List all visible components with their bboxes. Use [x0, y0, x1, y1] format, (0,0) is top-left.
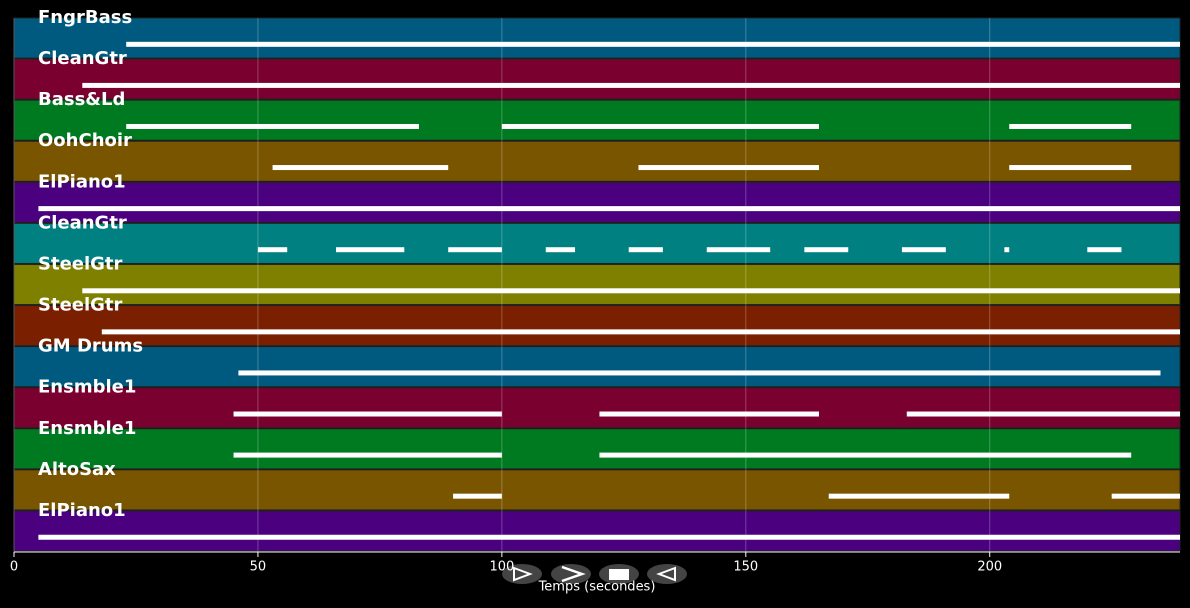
note-span: [901, 247, 946, 253]
track-lane: [13, 428, 1181, 470]
track-lane: [13, 222, 1181, 264]
track-label: ElPiano1: [38, 171, 126, 192]
track-lane: [13, 469, 1181, 511]
track-label: SteelGtr: [38, 253, 123, 274]
note-span: [599, 452, 1132, 458]
note-span: [545, 247, 576, 253]
note-span: [38, 206, 1180, 212]
x-tick-label: 0: [10, 560, 18, 575]
track-lane: [13, 17, 1181, 59]
note-span: [1111, 493, 1180, 499]
note-span: [828, 493, 1010, 499]
track-label: FngrBass: [38, 7, 132, 28]
note-span: [501, 123, 819, 129]
playback-controls: [502, 564, 687, 584]
note-span: [1009, 123, 1132, 129]
track-lane: [13, 305, 1181, 347]
note-span: [82, 82, 1180, 88]
x-tick-label: 150: [733, 560, 758, 575]
note-span: [335, 247, 405, 253]
x-axis-label: Temps (secondes): [538, 580, 656, 595]
stop-icon: [609, 569, 629, 580]
x-tick-label: 200: [977, 560, 1002, 575]
note-span: [1087, 247, 1122, 253]
rewind-button[interactable]: [647, 564, 687, 584]
forward-button[interactable]: [551, 564, 591, 584]
note-span: [238, 370, 1161, 376]
rewind-icon: [656, 566, 676, 582]
note-span: [453, 493, 502, 499]
track-lane: [13, 263, 1181, 306]
track-label: OohChoir: [38, 130, 132, 151]
note-span: [257, 247, 288, 253]
note-span: [906, 411, 1180, 417]
track-lane: [13, 58, 1181, 100]
note-span: [233, 452, 502, 458]
note-span: [628, 247, 663, 253]
track-lane: [13, 140, 1181, 182]
track-label: CleanGtr: [38, 48, 127, 69]
note-span: [638, 165, 819, 171]
track-lane: [13, 99, 1181, 141]
note-span: [1009, 165, 1132, 171]
track-lane: [13, 510, 1181, 552]
note-span: [448, 247, 502, 253]
note-span: [706, 247, 771, 253]
note-span: [126, 123, 419, 129]
track-lane: [13, 181, 1181, 223]
track-label: Ensmble1: [38, 418, 136, 439]
track-label: Ensmble1: [38, 377, 136, 398]
play-button[interactable]: [502, 564, 542, 584]
note-span: [126, 41, 1180, 47]
note-span: [599, 411, 819, 417]
track-label: AltoSax: [38, 459, 116, 480]
note-span: [1004, 247, 1010, 253]
note-span: [101, 329, 1180, 335]
x-tick-label: 100: [489, 560, 514, 575]
track-lane: [13, 387, 1181, 429]
note-span: [233, 411, 502, 417]
track-label: GM Drums: [38, 336, 143, 357]
track-label: SteelGtr: [38, 295, 123, 316]
note-span: [38, 534, 1180, 540]
play-icon: [513, 566, 533, 582]
track-lane: [13, 346, 1181, 388]
track-label: CleanGtr: [38, 212, 127, 233]
x-tick-label: 50: [250, 560, 267, 575]
note-span: [272, 165, 449, 171]
note-span: [82, 288, 1180, 294]
note-span: [804, 247, 849, 253]
track-label: ElPiano1: [38, 500, 126, 521]
forward-icon: [561, 565, 586, 583]
track-label: Bass&Ld: [38, 89, 125, 110]
